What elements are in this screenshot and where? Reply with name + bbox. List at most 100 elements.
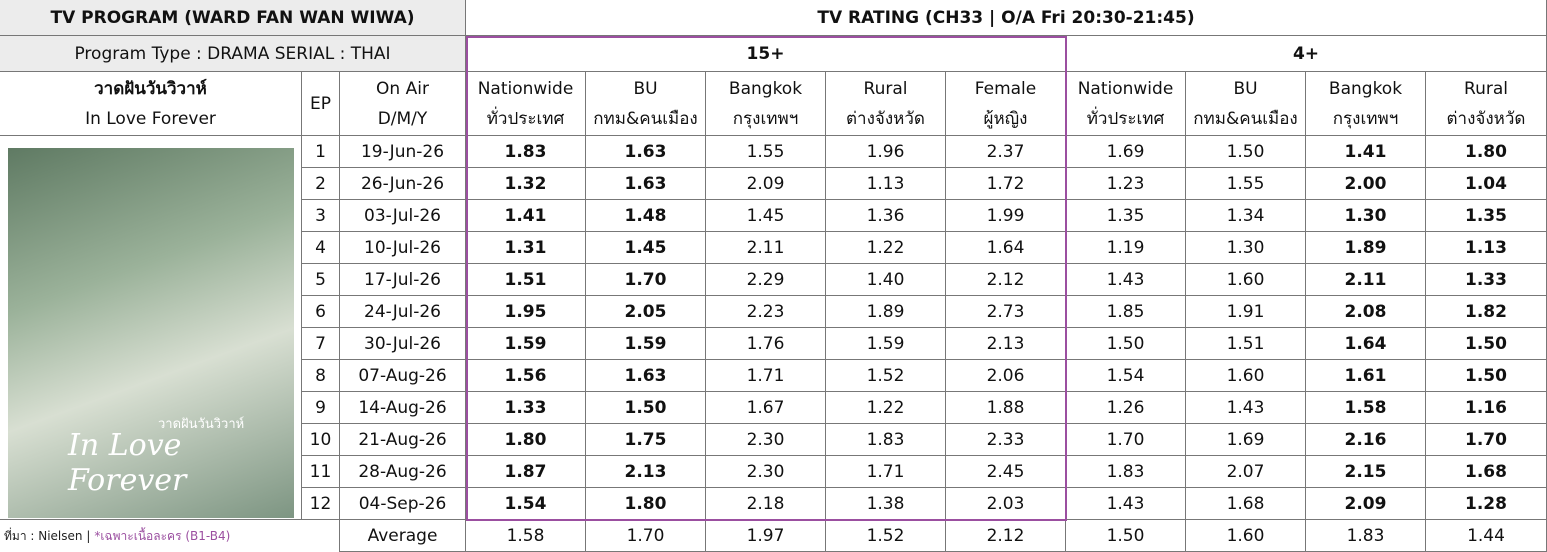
rating-cell: 1.99 [946, 200, 1066, 232]
cell-text: 17-Jul-26 [364, 269, 441, 290]
average-cell: 1.70 [586, 520, 706, 552]
cell-text: Average [367, 525, 438, 546]
rating-cell: 1.95 [466, 296, 586, 328]
cell-text: 1.97 [746, 525, 785, 546]
cell-text: 1.48 [624, 205, 667, 226]
rating-cell: 2.33 [946, 424, 1066, 456]
rating-cell: 1.30 [1186, 232, 1306, 264]
cell-text: 1.36 [866, 205, 905, 226]
cell-text: 1.22 [866, 397, 905, 418]
date-cell: 21-Aug-26 [340, 424, 466, 456]
date-cell: 19-Jun-26 [340, 136, 466, 168]
cell-text: 1.60 [1226, 269, 1265, 290]
cell-text: 1.33 [1465, 269, 1507, 290]
rating-cell: 1.50 [1186, 136, 1306, 168]
rating-cell: 1.87 [466, 456, 586, 488]
column-header: Rural ต่างจังหวัด [1426, 72, 1547, 136]
cell-text: 2.11 [1344, 269, 1387, 290]
average-cell: 1.52 [826, 520, 946, 552]
title-cell: TV PROGRAM (WARD FAN WAN WIWA) [0, 0, 466, 36]
rating-cell: 1.64 [946, 232, 1066, 264]
rating-cell: 2.29 [706, 264, 826, 296]
date-cell: 26-Jun-26 [340, 168, 466, 200]
cell-text: วาดฝันวันวิวาห์ [94, 78, 207, 99]
cell-text: 2.45 [986, 461, 1025, 482]
cell-text: BU [633, 78, 658, 99]
cell-text: 1.33 [504, 397, 547, 418]
rating-cell: 1.31 [466, 232, 586, 264]
cell-text: Nationwide [477, 78, 574, 99]
cell-text: D/M/Y [377, 108, 428, 129]
cell-text: 1.04 [1465, 173, 1507, 194]
rating-cell: 2.45 [946, 456, 1066, 488]
cell-text: 2.18 [746, 493, 785, 514]
rating-cell: 1.30 [1306, 200, 1426, 232]
rating-cell: 2.13 [586, 456, 706, 488]
cell-text: 1.63 [624, 141, 667, 162]
cell-text: 1.45 [746, 205, 785, 226]
column-header: Nationwide ทั่วประเทศ [1066, 72, 1186, 136]
rating-cell: 1.72 [946, 168, 1066, 200]
rating-cell: 1.63 [586, 360, 706, 392]
rating-cell: 2.11 [1306, 264, 1426, 296]
ep-cell: 7 [302, 328, 340, 360]
rating-cell: 1.34 [1186, 200, 1306, 232]
cell-text: 2.08 [1344, 301, 1387, 322]
cell-text: 1.30 [1226, 237, 1265, 258]
cell-text: Program Type : DRAMA SERIAL : THAI [74, 43, 391, 64]
group-cell: 4+ [1066, 36, 1547, 72]
cell-text: 1.28 [1465, 493, 1507, 514]
rating-cell: 1.32 [466, 168, 586, 200]
rating-cell: 1.45 [706, 200, 826, 232]
cell-text: 1.19 [1106, 237, 1145, 258]
ep-cell: 6 [302, 296, 340, 328]
cell-text: 1.23 [1106, 173, 1145, 194]
cell-text: 1.71 [866, 461, 905, 482]
rating-cell: 2.11 [706, 232, 826, 264]
cell-text: 21-Aug-26 [358, 429, 447, 450]
cell-text: 15+ [746, 43, 785, 64]
rating-cell: 1.26 [1066, 392, 1186, 424]
cell-text: 1.41 [1344, 141, 1387, 162]
cell-text: 8 [315, 365, 326, 386]
cell-text: 1.13 [1465, 237, 1507, 258]
date-cell: 04-Sep-26 [340, 488, 466, 520]
cell-text: 26-Jun-26 [360, 173, 445, 194]
cell-text: กทม&คนเมือง [593, 108, 698, 129]
cell-text: 2.07 [1226, 461, 1265, 482]
cell-text: 1.61 [1344, 365, 1387, 386]
cell-text: 07-Aug-26 [358, 365, 447, 386]
cell-text: 2.15 [1344, 461, 1387, 482]
rating-cell: 1.51 [1186, 328, 1306, 360]
rating-cell: 1.89 [1306, 232, 1426, 264]
rating-cell: 1.43 [1066, 488, 1186, 520]
ep-header: EP [302, 72, 340, 136]
cell-text: 2.16 [1344, 429, 1387, 450]
cell-text: In Love Forever [85, 108, 216, 129]
cell-text: 10 [309, 429, 332, 450]
rating-cell: 1.58 [1306, 392, 1426, 424]
cell-text: 1.95 [504, 301, 547, 322]
rating-cell: 1.13 [1426, 232, 1547, 264]
cell-text: 2.30 [746, 461, 785, 482]
rating-cell: 1.33 [1426, 264, 1547, 296]
date-cell: 10-Jul-26 [340, 232, 466, 264]
cell-text: 2.73 [986, 301, 1025, 322]
rating-cell: 1.52 [826, 360, 946, 392]
rating-cell: 1.35 [1426, 200, 1547, 232]
cell-text: 03-Jul-26 [364, 205, 441, 226]
rating-cell: 2.73 [946, 296, 1066, 328]
average-cell: 1.58 [466, 520, 586, 552]
rating-cell: 2.30 [706, 456, 826, 488]
rating-cell: 1.83 [1066, 456, 1186, 488]
cell-text: Bangkok [1328, 78, 1403, 99]
cell-text: 1.55 [746, 141, 785, 162]
rating-cell: 2.05 [586, 296, 706, 328]
cell-text: 2.03 [986, 493, 1025, 514]
cell-text: 1.51 [1226, 333, 1265, 354]
cell-text: 6 [315, 301, 326, 322]
rating-cell: 1.83 [466, 136, 586, 168]
cell-text: 1.56 [504, 365, 547, 386]
rating-cell: 2.09 [1306, 488, 1426, 520]
